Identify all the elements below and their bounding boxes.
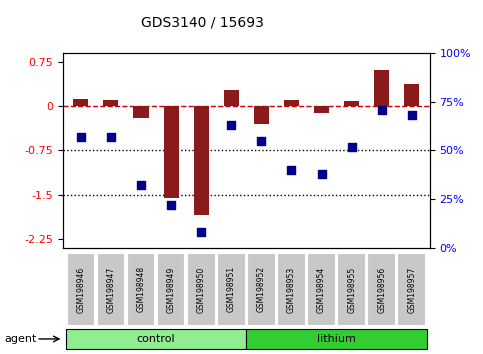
Bar bbox=[224, 90, 239, 106]
Point bbox=[287, 167, 295, 173]
Point bbox=[408, 113, 416, 118]
Bar bbox=[246, 329, 427, 349]
Point bbox=[137, 183, 145, 188]
Text: GSM198950: GSM198950 bbox=[197, 266, 206, 313]
Bar bbox=[284, 100, 299, 106]
Text: GSM198947: GSM198947 bbox=[106, 266, 115, 313]
Bar bbox=[133, 106, 149, 118]
Bar bbox=[254, 106, 269, 124]
Text: GSM198949: GSM198949 bbox=[167, 266, 176, 313]
Bar bbox=[103, 100, 118, 106]
Text: GSM198948: GSM198948 bbox=[137, 266, 145, 313]
Point bbox=[167, 202, 175, 208]
Bar bbox=[66, 329, 246, 349]
Bar bbox=[374, 70, 389, 106]
Point bbox=[107, 134, 115, 139]
Text: GSM198946: GSM198946 bbox=[76, 266, 85, 313]
Point bbox=[348, 144, 355, 149]
Text: GDS3140 / 15693: GDS3140 / 15693 bbox=[142, 16, 264, 30]
Bar bbox=[73, 99, 88, 106]
Text: GSM198957: GSM198957 bbox=[407, 266, 416, 313]
Bar bbox=[344, 102, 359, 106]
Bar bbox=[247, 253, 276, 326]
Bar bbox=[194, 106, 209, 215]
Point bbox=[198, 229, 205, 235]
Text: GSM198952: GSM198952 bbox=[257, 266, 266, 313]
Point bbox=[318, 171, 326, 177]
Bar bbox=[217, 253, 246, 326]
Text: GSM198951: GSM198951 bbox=[227, 266, 236, 313]
Bar bbox=[337, 253, 366, 326]
Bar bbox=[277, 253, 306, 326]
Point bbox=[378, 107, 385, 112]
Bar bbox=[368, 253, 396, 326]
Text: GSM198956: GSM198956 bbox=[377, 266, 386, 313]
Bar bbox=[97, 253, 125, 326]
Text: control: control bbox=[137, 334, 175, 344]
Bar bbox=[164, 106, 179, 198]
Bar bbox=[157, 253, 185, 326]
Point bbox=[257, 138, 265, 143]
Bar bbox=[187, 253, 215, 326]
Text: GSM198955: GSM198955 bbox=[347, 266, 356, 313]
Text: lithium: lithium bbox=[317, 334, 356, 344]
Point bbox=[77, 134, 85, 139]
Point bbox=[227, 122, 235, 128]
Bar bbox=[314, 106, 329, 113]
Bar bbox=[67, 253, 95, 326]
Bar bbox=[127, 253, 156, 326]
Text: GSM198953: GSM198953 bbox=[287, 266, 296, 313]
Bar bbox=[307, 253, 336, 326]
Text: agent: agent bbox=[5, 334, 37, 344]
Bar bbox=[398, 253, 426, 326]
Bar bbox=[404, 84, 419, 106]
Text: GSM198954: GSM198954 bbox=[317, 266, 326, 313]
